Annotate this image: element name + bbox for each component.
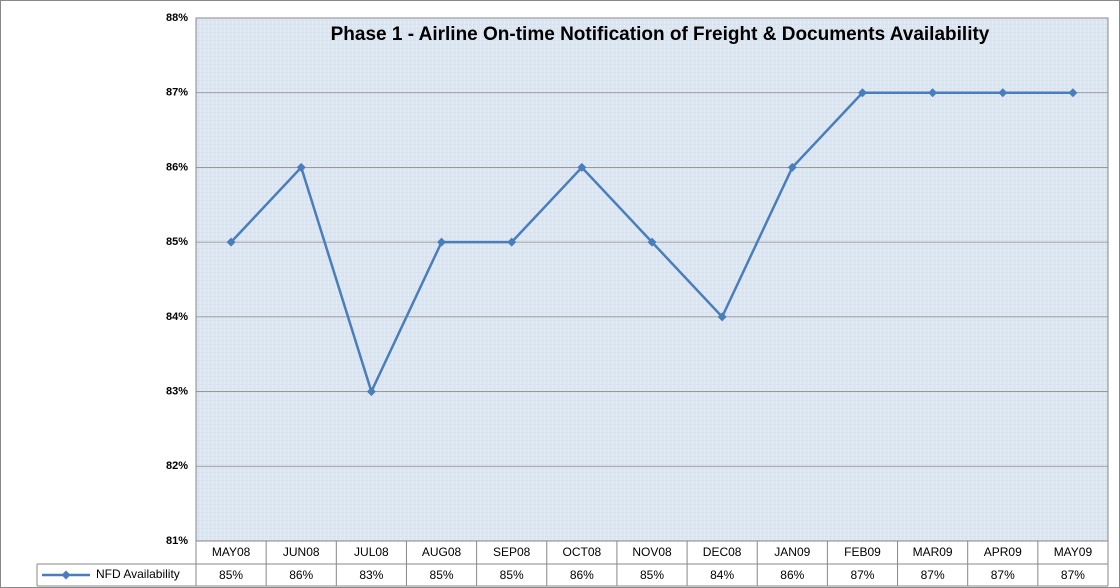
x-tick-label: OCT08	[563, 545, 602, 559]
table-value: 85%	[640, 568, 664, 582]
table-value: 87%	[991, 568, 1015, 582]
legend-label: NFD Availability	[96, 567, 180, 581]
table-value: 85%	[219, 568, 243, 582]
table-value: 86%	[570, 568, 594, 582]
marker	[577, 162, 587, 172]
marker	[998, 88, 1008, 98]
chart-title: Phase 1 - Airline On-time Notification o…	[330, 24, 990, 45]
y-tick-label: 87%	[166, 87, 188, 99]
y-tick-label: 83%	[166, 385, 188, 397]
y-tick-label: 84%	[166, 311, 188, 323]
y-tick-label: 85%	[166, 236, 188, 248]
table-value: 85%	[430, 568, 454, 582]
x-tick-label: NOV08	[632, 545, 672, 559]
y-tick-label: 82%	[166, 460, 188, 472]
x-tick-label: MAR09	[913, 545, 953, 559]
marker	[226, 237, 236, 247]
marker	[1068, 88, 1078, 98]
table-value: 87%	[1061, 568, 1085, 582]
table-value: 86%	[780, 568, 804, 582]
y-tick-label: 86%	[166, 161, 188, 173]
marker	[507, 237, 517, 247]
plot-area	[195, 17, 1109, 542]
x-tick-label: MAY09	[1054, 545, 1093, 559]
x-tick-label: JUL08	[354, 545, 389, 559]
marker	[717, 312, 727, 322]
marker	[787, 162, 797, 172]
table-value: 85%	[500, 568, 524, 582]
y-tick-label: 88%	[166, 12, 188, 24]
table-value: 84%	[710, 568, 734, 582]
y-tick-label: 81%	[166, 535, 188, 547]
x-tick-label: MAY08	[212, 545, 251, 559]
marker	[857, 88, 867, 98]
x-tick-label: SEP08	[493, 545, 531, 559]
table-value: 86%	[289, 568, 313, 582]
marker	[928, 88, 938, 98]
table-value: 83%	[359, 568, 383, 582]
marker	[296, 162, 306, 172]
x-tick-label: JUN08	[283, 545, 320, 559]
x-tick-label: AUG08	[422, 545, 462, 559]
x-tick-label: JAN09	[774, 545, 810, 559]
x-tick-label: DEC08	[703, 545, 742, 559]
marker	[437, 237, 447, 247]
table-value: 87%	[921, 568, 945, 582]
x-tick-label: APR09	[984, 545, 1022, 559]
legend-marker	[61, 570, 71, 580]
x-tick-label: FEB09	[844, 545, 881, 559]
marker	[647, 237, 657, 247]
table-value: 87%	[850, 568, 874, 582]
marker	[366, 387, 376, 397]
